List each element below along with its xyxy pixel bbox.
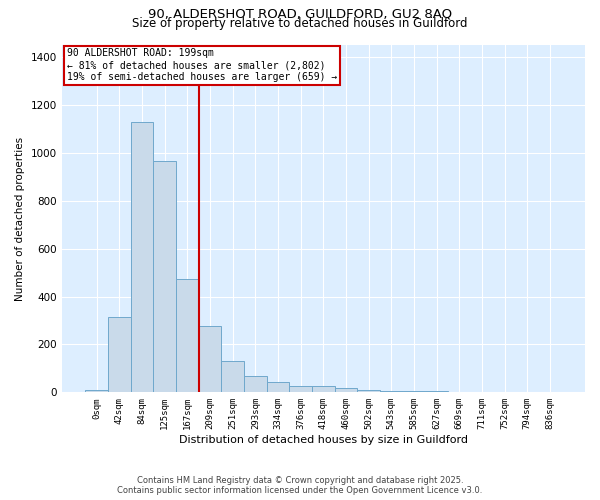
Bar [312,386,335,392]
Bar [358,390,380,392]
X-axis label: Distribution of detached houses by size in Guildford: Distribution of detached houses by size … [179,435,468,445]
Text: 90 ALDERSHOT ROAD: 199sqm
← 81% of detached houses are smaller (2,802)
19% of se: 90 ALDERSHOT ROAD: 199sqm ← 81% of detac… [67,48,337,82]
Bar [403,391,425,392]
Bar [85,390,108,392]
Bar [108,317,131,392]
Bar [380,391,403,392]
Bar [221,361,244,392]
Y-axis label: Number of detached properties: Number of detached properties [15,136,25,300]
Bar [289,386,312,392]
Bar [176,278,199,392]
Bar [335,388,358,392]
Bar [266,382,289,392]
Bar [199,326,221,392]
Bar [425,391,448,392]
Text: Contains HM Land Registry data © Crown copyright and database right 2025.
Contai: Contains HM Land Registry data © Crown c… [118,476,482,495]
Bar [244,376,266,392]
Text: 90, ALDERSHOT ROAD, GUILDFORD, GU2 8AQ: 90, ALDERSHOT ROAD, GUILDFORD, GU2 8AQ [148,8,452,20]
Bar [154,161,176,392]
Bar [131,122,154,392]
Text: Size of property relative to detached houses in Guildford: Size of property relative to detached ho… [132,18,468,30]
